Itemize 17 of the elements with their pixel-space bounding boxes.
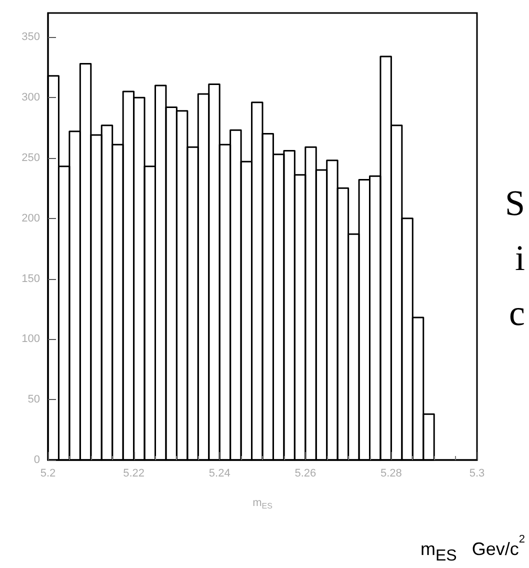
text: S [504, 183, 526, 223]
x-tick-label: 5.2 [40, 468, 56, 480]
x-tick-label: 5.26 [294, 468, 316, 480]
y-tick-label: 200 [22, 212, 40, 224]
text: c [509, 293, 526, 333]
x-tick-label: 5.28 [380, 468, 402, 480]
text: i [515, 238, 526, 278]
y-tick-label: 150 [22, 272, 40, 285]
x-tick-label: 5.3 [469, 468, 485, 480]
y-tick-label: 100 [22, 333, 40, 346]
x-tick-label: 5.22 [123, 468, 145, 480]
x-tick-label: 5.24 [208, 468, 230, 480]
y-tick-label: 50 [28, 394, 40, 406]
y-tick-label: 350 [22, 31, 40, 44]
y-tick-label: 300 [22, 92, 40, 104]
y-tick-label: 250 [22, 152, 40, 164]
y-tick-label: 0 [34, 454, 40, 466]
